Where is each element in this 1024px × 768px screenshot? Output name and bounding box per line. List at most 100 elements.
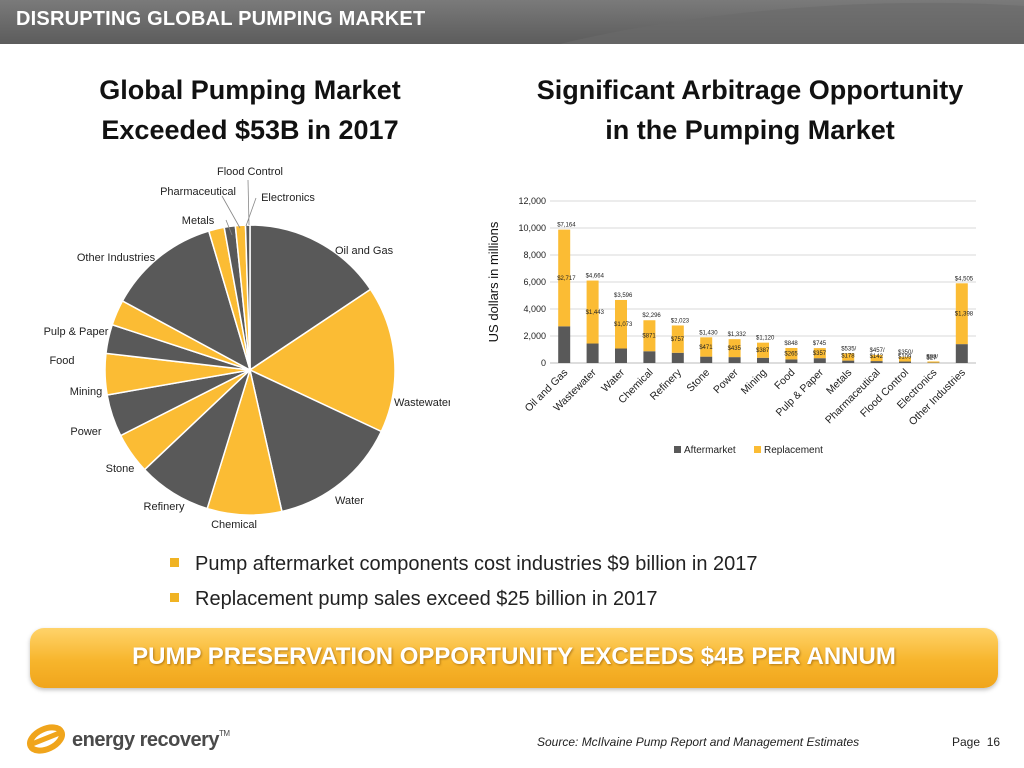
data-label-replacement: $4,664 bbox=[586, 274, 605, 280]
data-label-replacement: $1,120 bbox=[756, 336, 775, 342]
bar-aftermarket-oil-and-gas bbox=[558, 326, 571, 363]
data-label-aftermarket: $142 bbox=[870, 354, 884, 360]
pie-label-wastewater: Wastewater bbox=[394, 397, 450, 409]
pie-label-oil-and-gas: Oil and Gas bbox=[335, 245, 394, 257]
data-label-aftermarket: $471 bbox=[699, 345, 713, 351]
bullet-square-icon bbox=[170, 593, 179, 603]
bar-replacement-food bbox=[785, 347, 798, 360]
bar-aftermarket-metals bbox=[842, 360, 855, 363]
bar-aftermarket-wastewater bbox=[586, 343, 599, 363]
x-tick-label-mining: Mining bbox=[739, 367, 769, 397]
bar-replacement-electronics bbox=[927, 361, 940, 363]
data-label-aftermarket: $387 bbox=[756, 348, 770, 354]
data-label-replacement: $1,332 bbox=[728, 332, 747, 338]
bar-replacement-pulp-and-paper bbox=[813, 348, 826, 359]
left-title-line1: Global Pumping Market bbox=[99, 75, 401, 105]
data-label-replacement: $350/ bbox=[898, 350, 913, 356]
y-tick-label: 0 bbox=[541, 358, 546, 368]
y-tick-label: 8,000 bbox=[523, 250, 546, 260]
bullet-1-text: Pump aftermarket components cost industr… bbox=[195, 553, 758, 575]
data-label-replacement: $745 bbox=[813, 341, 827, 347]
pie-label-water: Water bbox=[335, 495, 364, 507]
x-tick-label-refinery: Refinery bbox=[648, 366, 685, 403]
data-label-aftermarket: $109 bbox=[898, 355, 912, 361]
pie-slice-water bbox=[248, 368, 383, 513]
right-title-line1: Significant Arbitrage Opportunity bbox=[536, 75, 964, 105]
bar-replacement-metals bbox=[842, 353, 855, 361]
data-label-aftermarket: $1,398 bbox=[955, 312, 974, 318]
bar-replacement-chemical bbox=[643, 320, 656, 352]
data-label-replacement: $2,296 bbox=[642, 313, 661, 319]
x-tick-label-food: Food bbox=[772, 367, 798, 393]
pie-leader-flood-control bbox=[247, 179, 250, 226]
pie-label-electronics: Electronics bbox=[261, 192, 315, 204]
data-label-replacement: $3,596 bbox=[614, 293, 633, 299]
bar-aftermarket-pulp-and-paper bbox=[813, 358, 826, 363]
bar-replacement-mining bbox=[757, 342, 769, 358]
data-label-replacement: $457/ bbox=[870, 348, 885, 354]
data-label-aftermarket: $1,073 bbox=[614, 322, 633, 328]
banner: PUMP PRESERVATION OPPORTUNITY EXCEEDS $4… bbox=[30, 628, 998, 688]
page-number-value: 16 bbox=[986, 735, 1001, 749]
bar-aftermarket-power bbox=[728, 357, 741, 363]
page-label: Page bbox=[952, 735, 981, 749]
pie-label-chemical: Chemical bbox=[211, 519, 257, 531]
bar-replacement-pharmaceutical bbox=[870, 354, 883, 362]
data-label-aftermarket: $27 bbox=[926, 356, 937, 362]
left-title: Global Pumping Market Exceeded $53B in 2… bbox=[40, 70, 460, 150]
pie-slice-flood-control bbox=[244, 224, 251, 371]
data-label-replacement: $2,023 bbox=[671, 318, 690, 324]
page-number: Page 16 bbox=[952, 735, 1000, 749]
pie-slice-wastewater bbox=[248, 288, 396, 433]
bar-replacement-power bbox=[728, 339, 741, 358]
data-label-aftermarket: $178 bbox=[841, 354, 855, 360]
right-title: Significant Arbitrage Opportunity in the… bbox=[500, 70, 1000, 150]
pie-slice-other-industries bbox=[121, 230, 252, 372]
logo-text: energy recoveryTM bbox=[72, 729, 230, 752]
y-axis-label: US dollars in millions bbox=[486, 221, 501, 342]
data-label-replacement: $535/ bbox=[841, 346, 856, 352]
pie-label-metals: Metals bbox=[182, 215, 215, 227]
bar-aftermarket-chemical bbox=[643, 351, 656, 363]
data-label-aftermarket: $871 bbox=[642, 334, 656, 340]
y-tick-label: 10,000 bbox=[518, 223, 546, 233]
right-title-line2: in the Pumping Market bbox=[605, 115, 895, 145]
pie-label-other-industries: Other Industries bbox=[77, 252, 156, 264]
bar-aftermarket-refinery bbox=[671, 352, 684, 363]
bar-aftermarket-water bbox=[615, 348, 627, 363]
data-label-aftermarket: $435 bbox=[728, 346, 742, 352]
pie-label-stone: Stone bbox=[106, 463, 135, 475]
x-tick-label-power: Power bbox=[711, 366, 741, 396]
header-title: DISRUPTING GLOBAL PUMPING MARKET bbox=[16, 8, 426, 30]
legend-swatch-aftermarket bbox=[674, 446, 681, 453]
pie-label-pulp-and-paper: Pulp & Paper bbox=[44, 326, 109, 338]
energy-recovery-logo-icon bbox=[27, 724, 65, 754]
data-label-replacement: $4,505 bbox=[955, 276, 974, 282]
bar-aftermarket-food bbox=[785, 359, 798, 363]
bar-replacement-refinery bbox=[671, 325, 684, 353]
bullet-2-text: Replacement pump sales exceed $25 billio… bbox=[195, 588, 658, 610]
pie-label-flood-control: Flood Control bbox=[217, 166, 283, 178]
x-tick-label-stone: Stone bbox=[684, 367, 712, 395]
data-label-aftermarket: $757 bbox=[671, 337, 685, 343]
bar-replacement-water bbox=[615, 299, 627, 349]
bar-chart: 0 2,000 4,000 6,000 8,000 10,000 12,000 US doll… bbox=[486, 196, 976, 456]
y-tick-label: 2,000 bbox=[523, 331, 546, 341]
bar-aftermarket-flood-control bbox=[899, 361, 911, 363]
pie-leader-electronics bbox=[245, 197, 257, 227]
bar-aftermarket-other-industries bbox=[955, 344, 968, 363]
banner-text: PUMP PRESERVATION OPPORTUNITY EXCEEDS $4… bbox=[132, 643, 896, 670]
bullet-2: Replacement pump sales exceed $25 billio… bbox=[170, 588, 658, 611]
data-label-aftermarket: $357 bbox=[813, 351, 827, 357]
pie-label-refinery: Refinery bbox=[144, 501, 185, 513]
legend-label-aftermarket: Aftermarket bbox=[684, 445, 736, 456]
bullet-1: Pump aftermarket components cost industr… bbox=[170, 553, 758, 576]
data-label-replacement: $7,164 bbox=[557, 223, 576, 229]
bar-replacement-other-industries bbox=[955, 283, 968, 345]
y-tick-label: 6,000 bbox=[523, 277, 546, 287]
bar-aftermarket-stone bbox=[700, 356, 713, 363]
bar-aftermarket-pharmaceutical bbox=[870, 361, 883, 363]
legend-swatch-replacement bbox=[754, 446, 761, 453]
left-title-line2: Exceeded $53B in 2017 bbox=[101, 115, 399, 145]
data-label-replacement: $88/ bbox=[926, 354, 938, 360]
